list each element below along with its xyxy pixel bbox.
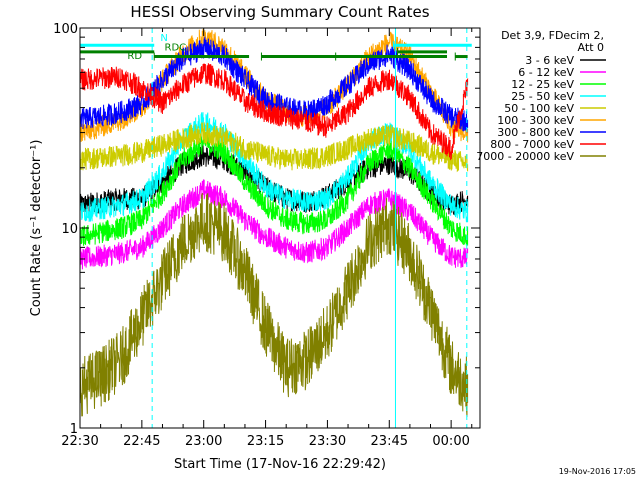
data-layer xyxy=(79,28,469,417)
x-tick-label-3: 23:15 xyxy=(247,434,284,449)
legend-label-5: 100 - 300 keV xyxy=(497,114,574,127)
legend-header-line-2: Att 0 xyxy=(578,41,604,54)
series-line-3 xyxy=(79,112,469,223)
legend-label-8: 7000 - 20000 keV xyxy=(476,150,574,163)
flag-label-1: RDC xyxy=(165,43,187,54)
x-tick-label-4: 23:30 xyxy=(309,434,346,449)
legend-label-6: 300 - 800 keV xyxy=(497,126,574,139)
y-tick-label-2: 100 xyxy=(53,22,78,37)
timestamp-footer: 19-Nov-2016 17:05 xyxy=(559,467,636,476)
legend-label-3: 25 - 50 keV xyxy=(511,90,574,103)
series-line-4 xyxy=(79,122,469,173)
legend-label-7: 800 - 7000 keV xyxy=(490,138,574,151)
x-tick-label-5: 23:45 xyxy=(371,434,408,449)
series-line-6 xyxy=(79,36,469,133)
x-tick-label-0: 22:30 xyxy=(61,434,98,449)
y-tick-label-1: 10 xyxy=(61,222,78,237)
y-axis-label: Count Rate (s⁻¹ detector⁻¹) xyxy=(29,140,44,317)
tick-layer: 22:30 22:45 23:00 23:15 23:30 23:45 00:00 1 10 10… xyxy=(53,22,480,449)
series-line-1 xyxy=(79,179,469,270)
legend-header-line-1: Det 3,9, FDecim 2, xyxy=(501,29,604,42)
legend-label-1: 6 - 12 keV xyxy=(518,66,574,79)
legend-label-2: 12 - 25 keV xyxy=(511,78,574,91)
series-line-2 xyxy=(79,131,469,248)
legend-label-4: 50 - 100 keV xyxy=(504,102,574,115)
flag-label-0: N xyxy=(160,33,167,44)
x-tick-label-6: 00:00 xyxy=(432,434,469,449)
chart-title: HESSI Observing Summary Count Rates xyxy=(130,3,429,21)
x-tick-label-2: 23:00 xyxy=(185,434,222,449)
flag-label-2: RD xyxy=(127,51,142,62)
y-tick-label-0: 1 xyxy=(70,422,78,437)
legend-label-0: 3 - 6 keV xyxy=(525,54,574,67)
series-line-7 xyxy=(79,63,469,161)
x-axis-label: Start Time (17-Nov-16 22:29:42) xyxy=(174,457,386,472)
x-tick-label-1: 22:45 xyxy=(123,434,160,449)
series-line-8 xyxy=(79,192,469,417)
